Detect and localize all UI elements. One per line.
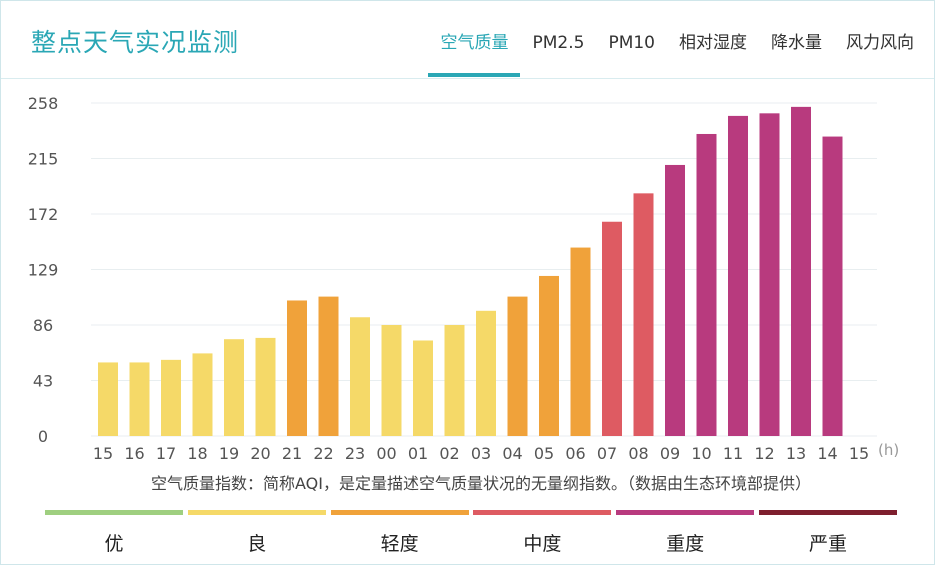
legend-item-moderate: 中度 [473, 510, 612, 556]
legend-label: 中度 [523, 533, 562, 555]
legend-label: 重度 [666, 533, 705, 555]
legend-swatch [758, 510, 897, 515]
y-tick-label: 258 [28, 94, 59, 113]
x-tick-label: 15 [93, 444, 113, 463]
aqi-bar [381, 325, 402, 436]
y-tick-label: 172 [28, 205, 59, 224]
x-tick-label: 21 [282, 444, 302, 463]
aqi-bar [476, 310, 496, 436]
tab-pm10[interactable]: PM10 [608, 33, 655, 53]
aqi-bar [728, 115, 748, 436]
y-tick-label: 86 [33, 316, 53, 335]
x-tick-label: 05 [534, 444, 554, 463]
x-tick-label: 14 [817, 444, 837, 463]
x-tick-label: 18 [187, 444, 207, 463]
aqi-bar [287, 300, 307, 436]
legend-swatch [330, 510, 469, 515]
aqi-level-legend: 优 良 轻度 中度 重度 严重 [45, 510, 897, 556]
aqi-bar [602, 221, 622, 436]
aqi-description: 空气质量指数：简称AQI，是定量描述空气质量状况的无量纲指数。（数据由生态环境部… [151, 474, 811, 493]
tab-wind[interactable]: 风力风向 [846, 33, 914, 53]
aqi-bar [759, 113, 780, 437]
aqi-bar [413, 340, 433, 436]
aqi-bar [791, 106, 811, 436]
aqi-bar [255, 337, 276, 436]
aqi-bar-chart: 0 43 86 129 172 215 258 15 16 17 18 19 20 21 22 23 00 01 0… [28, 94, 899, 463]
aqi-bar [224, 339, 244, 436]
x-tick-label: 13 [786, 444, 806, 463]
panel-header: 整点天气实况监测 空气质量 PM2.5 PM10 相对湿度 降水量 风力风向 [1, 1, 934, 79]
aqi-bar [192, 353, 213, 436]
metric-tabs: 空气质量 PM2.5 PM10 相对湿度 降水量 风力风向 [428, 29, 926, 77]
x-tick-label: 04 [502, 444, 522, 463]
x-tick-label: 22 [313, 444, 333, 463]
aqi-bar [161, 359, 181, 436]
legend-swatch [45, 510, 183, 515]
legend-item-excellent: 优 [45, 510, 183, 556]
x-tick-label: 17 [156, 444, 176, 463]
x-tick-label: 01 [408, 444, 428, 463]
tab-pm25[interactable]: PM2.5 [532, 33, 585, 53]
x-tick-label: 15 [849, 444, 869, 463]
legend-swatch [473, 510, 612, 515]
x-unit-label: (h) [878, 441, 899, 459]
aqi-bar [539, 275, 559, 436]
x-tick-label: 00 [376, 444, 396, 463]
x-tick-label: 11 [723, 444, 743, 463]
aqi-bar [822, 136, 843, 436]
x-tick-label: 06 [565, 444, 585, 463]
legend-item-severe: 严重 [758, 510, 897, 556]
legend-swatch [187, 510, 326, 515]
x-tick-label: 07 [597, 444, 617, 463]
y-tick-label: 129 [28, 261, 59, 280]
aqi-bar [444, 325, 465, 436]
legend-label: 优 [104, 533, 124, 555]
aqi-bar [98, 362, 118, 436]
y-tick-label: 215 [28, 150, 59, 169]
tab-humidity[interactable]: 相对湿度 [679, 33, 747, 53]
aqi-bar [129, 362, 150, 436]
x-tick-label: 02 [439, 444, 459, 463]
legend-swatch [616, 510, 755, 515]
tab-precipitation[interactable]: 降水量 [771, 33, 822, 53]
x-tick-label: 09 [660, 444, 680, 463]
aqi-bar [507, 296, 528, 436]
tab-aqi[interactable]: 空气质量 [428, 29, 521, 77]
legend-label: 严重 [808, 533, 847, 555]
x-tick-label: 20 [250, 444, 270, 463]
y-tick-label: 43 [33, 372, 53, 391]
aqi-bar [350, 317, 370, 436]
legend-item-heavy: 重度 [616, 510, 755, 556]
page-title: 整点天气实况监测 [31, 28, 240, 57]
aqi-bar [633, 193, 654, 436]
x-tick-label: 23 [345, 444, 365, 463]
x-tick-label: 19 [219, 444, 239, 463]
aqi-bar [696, 133, 717, 436]
aqi-bar [570, 247, 591, 436]
legend-label: 轻度 [380, 533, 419, 555]
x-tick-label: 03 [471, 444, 491, 463]
aqi-bar [665, 164, 685, 436]
y-tick-label: 0 [38, 427, 48, 446]
legend-label: 良 [247, 533, 267, 555]
x-tick-label: 16 [124, 444, 144, 463]
aqi-bar [318, 296, 339, 436]
legend-item-good: 良 [187, 510, 326, 556]
legend-item-light: 轻度 [330, 510, 469, 556]
x-tick-label: 08 [628, 444, 648, 463]
x-tick-label: 10 [691, 444, 711, 463]
x-tick-label: 12 [754, 444, 774, 463]
